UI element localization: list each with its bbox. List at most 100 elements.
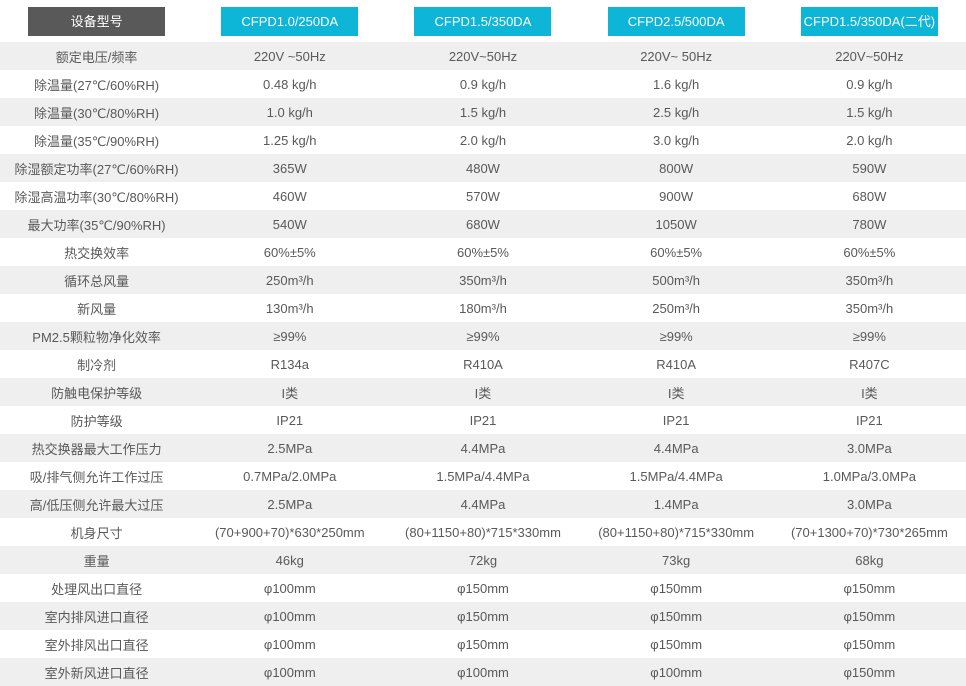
spec-table-body: 额定电压/频率 220V ~50Hz 220V~50Hz 220V~ 50Hz 220V… [0, 42, 966, 686]
spec-value-cell: φ100mm [193, 574, 387, 602]
spec-value-cell: (70+900+70)*630*250mm [193, 518, 387, 546]
table-row: 重量 46kg 72kg 73kg 68kg [0, 546, 966, 574]
row-label: 除温量(35℃/90%RH) [0, 126, 194, 154]
header-cell-model-2: CFPD1.5/350DA [386, 0, 580, 42]
table-row: 防触电保护等级 I类 I类 I类 I类 [0, 378, 966, 406]
table-row: 除温量(30℃/80%RH) 1.0 kg/h 1.5 kg/h 2.5 kg/h 1.… [0, 98, 966, 126]
spec-value-cell: φ100mm [579, 658, 773, 686]
spec-value-cell: φ150mm [579, 602, 773, 630]
table-row: 吸/排气侧允许工作过压 0.7MPa/2.0MPa 1.5MPa/4.4MPa 1.5… [0, 462, 966, 490]
spec-value-cell: 350m³/h [772, 266, 966, 294]
row-label: 除湿高温功率(30℃/80%RH) [0, 182, 194, 210]
row-label: PM2.5颗粒物净化效率 [0, 322, 194, 350]
spec-value-cell: 0.9 kg/h [386, 70, 580, 98]
row-label: 热交换效率 [0, 238, 194, 266]
spec-value-cell: 0.48 kg/h [193, 70, 387, 98]
row-label: 额定电压/频率 [0, 42, 194, 70]
row-label: 室外新风进口直径 [0, 658, 194, 686]
spec-value-cell: R134a [193, 350, 387, 378]
spec-value-cell: R407C [772, 350, 966, 378]
model-badge-3: CFPD2.5/500DA [607, 6, 745, 36]
spec-value-cell: φ150mm [579, 574, 773, 602]
table-row: 循环总风量 250m³/h 350m³/h 500m³/h 350m³/h [0, 266, 966, 294]
spec-value-cell: 1.25 kg/h [193, 126, 387, 154]
spec-value-cell: 0.9 kg/h [772, 70, 966, 98]
spec-value-cell: 540W [193, 210, 387, 238]
spec-value-cell: 4.4MPa [386, 434, 580, 462]
spec-value-cell: 350m³/h [386, 266, 580, 294]
spec-value-cell: 220V ~50Hz [193, 42, 387, 70]
spec-value-cell: 1.5 kg/h [772, 98, 966, 126]
row-label: 除湿额定功率(27℃/60%RH) [0, 154, 194, 182]
spec-value-cell: ≥99% [386, 322, 580, 350]
spec-value-cell: 1.4MPa [579, 490, 773, 518]
table-row: 热交换效率 60%±5% 60%±5% 60%±5% 60%±5% [0, 238, 966, 266]
spec-value-cell: 2.0 kg/h [386, 126, 580, 154]
table-row: 热交换器最大工作压力 2.5MPa 4.4MPa 4.4MPa 3.0MPa [0, 434, 966, 462]
row-label: 室内排风进口直径 [0, 602, 194, 630]
row-label: 处理风出口直径 [0, 574, 194, 602]
spec-value-cell: 73kg [579, 546, 773, 574]
row-label: 高/低压侧允许最大过压 [0, 490, 194, 518]
spec-value-cell: 460W [193, 182, 387, 210]
header-cell-model-1: CFPD1.0/250DA [193, 0, 387, 42]
spec-value-cell: 72kg [386, 546, 580, 574]
model-badge-2: CFPD1.5/350DA [414, 6, 552, 36]
spec-value-cell: 250m³/h [579, 294, 773, 322]
spec-value-cell: φ100mm [193, 658, 387, 686]
table-row: 最大功率(35℃/90%RH) 540W 680W 1050W 780W [0, 210, 966, 238]
spec-value-cell: I类 [772, 378, 966, 406]
header-row: 设备型号 CFPD1.0/250DA CFPD1.5/350DA CFPD2.5… [0, 0, 966, 42]
spec-value-cell: 46kg [193, 546, 387, 574]
model-badge-4: CFPD1.5/350DA(二代) [800, 6, 938, 36]
table-row: 除湿高温功率(30℃/80%RH) 460W 570W 900W 680W [0, 182, 966, 210]
spec-value-cell: 590W [772, 154, 966, 182]
row-label: 最大功率(35℃/90%RH) [0, 210, 194, 238]
row-label: 机身尺寸 [0, 518, 194, 546]
table-row: 新风量 130m³/h 180m³/h 250m³/h 350m³/h [0, 294, 966, 322]
spec-value-cell: 60%±5% [579, 238, 773, 266]
spec-value-cell: 500m³/h [579, 266, 773, 294]
row-label: 热交换器最大工作压力 [0, 434, 194, 462]
spec-value-cell: 250m³/h [193, 266, 387, 294]
spec-value-cell: 130m³/h [193, 294, 387, 322]
spec-value-cell: 680W [386, 210, 580, 238]
row-label: 除温量(30℃/80%RH) [0, 98, 194, 126]
spec-value-cell: 180m³/h [386, 294, 580, 322]
spec-value-cell: R410A [579, 350, 773, 378]
spec-value-cell: ≥99% [772, 322, 966, 350]
spec-value-cell: 800W [579, 154, 773, 182]
spec-value-cell: 1.5MPa/4.4MPa [386, 462, 580, 490]
table-row: 机身尺寸 (70+900+70)*630*250mm (80+1150+80)*71… [0, 518, 966, 546]
spec-value-cell: 1050W [579, 210, 773, 238]
spec-value-cell: I类 [579, 378, 773, 406]
row-label: 室外排风出口直径 [0, 630, 194, 658]
table-row: 防护等级 IP21 IP21 IP21 IP21 [0, 406, 966, 434]
spec-value-cell: I类 [386, 378, 580, 406]
spec-value-cell: 365W [193, 154, 387, 182]
spec-value-cell: 1.6 kg/h [579, 70, 773, 98]
row-label: 防触电保护等级 [0, 378, 194, 406]
table-row: 除温量(27℃/60%RH) 0.48 kg/h 0.9 kg/h 1.6 kg/h 0… [0, 70, 966, 98]
spec-value-cell: 570W [386, 182, 580, 210]
header-cell-model-4: CFPD1.5/350DA(二代) [772, 0, 966, 42]
spec-value-cell: R410A [386, 350, 580, 378]
spec-value-cell: φ100mm [193, 630, 387, 658]
row-label: 循环总风量 [0, 266, 194, 294]
spec-value-cell: IP21 [386, 406, 580, 434]
spec-value-cell: 60%±5% [386, 238, 580, 266]
spec-value-cell: 480W [386, 154, 580, 182]
spec-value-cell: IP21 [772, 406, 966, 434]
spec-value-cell: 220V~ 50Hz [579, 42, 773, 70]
spec-value-cell: φ150mm [579, 630, 773, 658]
spec-value-cell: 350m³/h [772, 294, 966, 322]
spec-value-cell: φ150mm [772, 658, 966, 686]
spec-value-cell: φ150mm [386, 602, 580, 630]
table-row: 室内排风进口直径 φ100mm φ150mm φ150mm φ150mm [0, 602, 966, 630]
table-row: 室外排风出口直径 φ100mm φ150mm φ150mm φ150mm [0, 630, 966, 658]
table-row: 额定电压/频率 220V ~50Hz 220V~50Hz 220V~ 50Hz 220V… [0, 42, 966, 70]
spec-value-cell: (80+1150+80)*715*330mm [386, 518, 580, 546]
spec-table-header: 设备型号 CFPD1.0/250DA CFPD1.5/350DA CFPD2.5… [0, 0, 966, 42]
